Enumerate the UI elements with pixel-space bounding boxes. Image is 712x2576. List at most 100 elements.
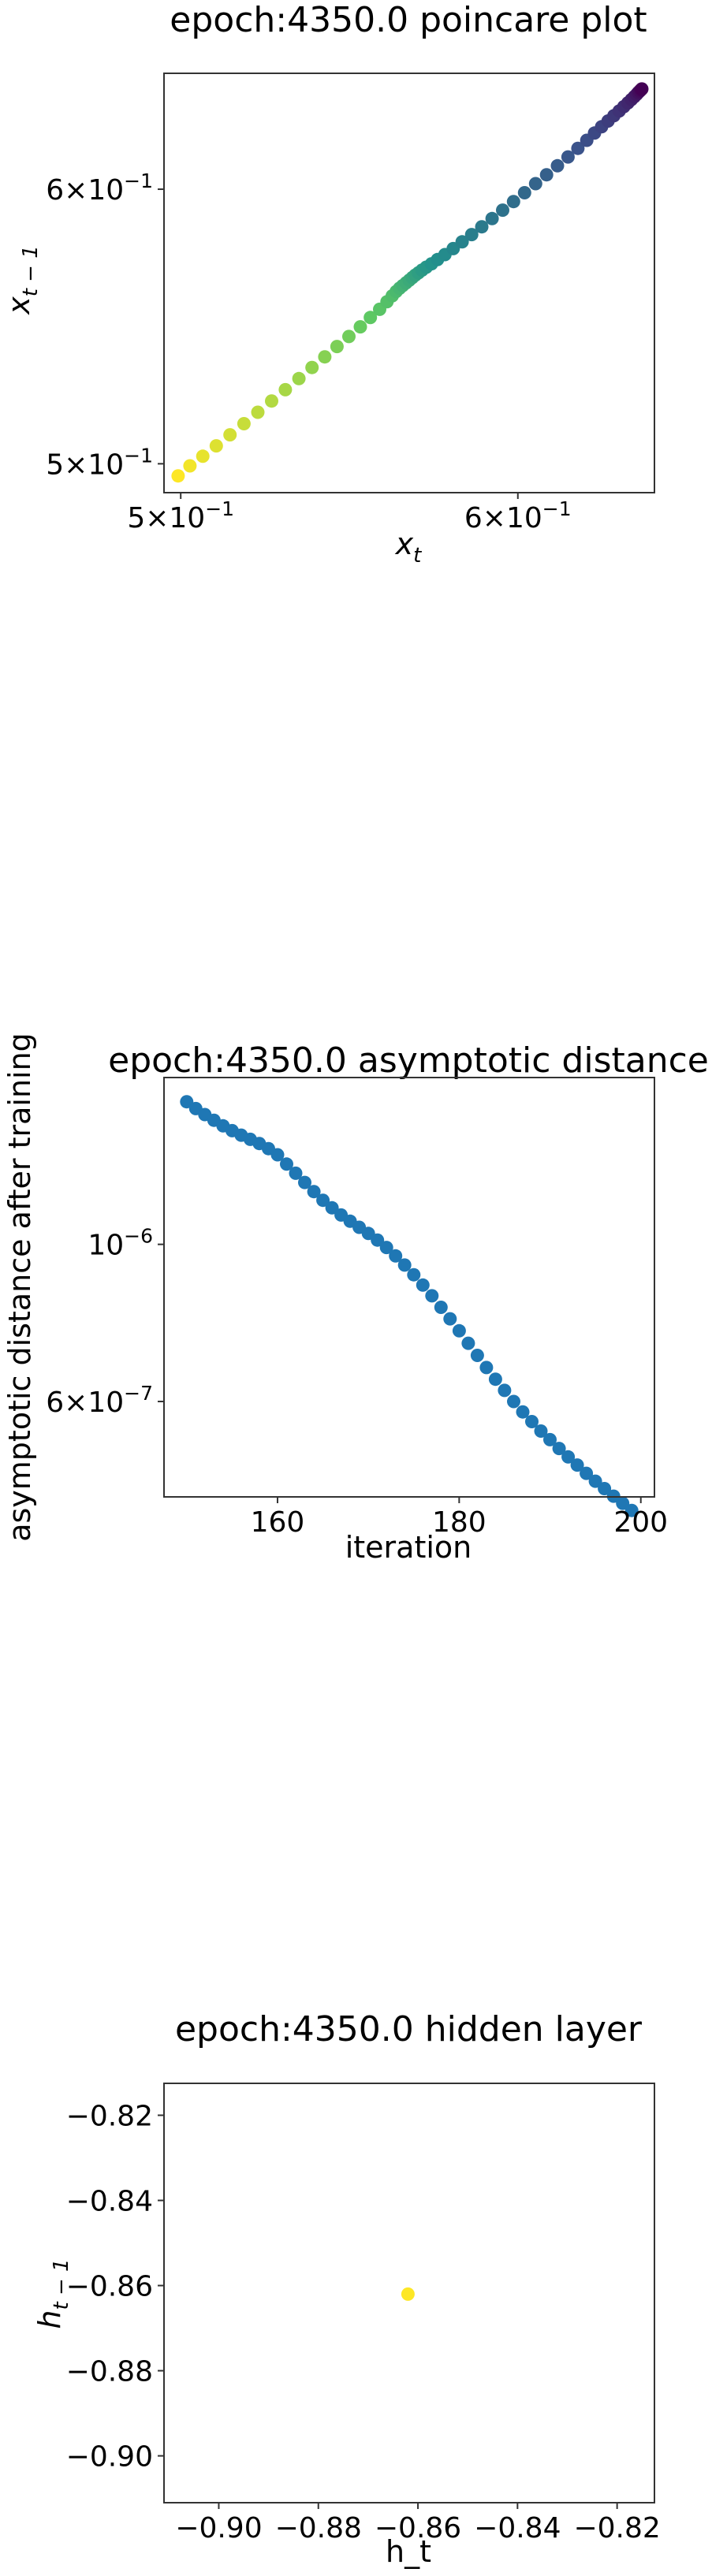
asymptotic-distance-x-tick-label: 180: [432, 1506, 486, 1539]
asymptotic-distance-point: [552, 1442, 566, 1456]
asymptotic-distance-point: [588, 1474, 602, 1488]
asymptotic-distance-point: [407, 1268, 421, 1282]
hidden-layer-title: epoch:4350.0 hidden layer: [175, 2009, 643, 2049]
hidden-layer-y-tick-label: −0.84: [66, 2186, 153, 2218]
asymptotic-distance-point: [434, 1301, 448, 1314]
hidden-layer-ticks: −0.90 −0.88 −0.86 −0.84 −0.82 −0.82 −0.84 −0.86…: [66, 2101, 661, 2544]
hidden-layer-panel: epoch:4350.0 hidden layer −0.90 −0.88 −0.8…: [32, 2009, 661, 2569]
poincare-plot-point: [485, 211, 499, 225]
asymptotic-distance-point: [416, 1278, 430, 1292]
poincare-plot-point: [265, 394, 278, 408]
asymptotic-distance-point: [280, 1157, 293, 1171]
poincare-plot-point: [464, 228, 479, 242]
poincare-plot-point: [506, 195, 520, 209]
poincare-plot-point: [305, 360, 319, 374]
asymptotic-distance-point: [624, 1503, 639, 1517]
asymptotic-distance-point: [479, 1361, 494, 1375]
poincare-plot-ticks: 5×10−1 6×10−1 5×10−1 6×10−1: [46, 169, 571, 534]
poincare-plot-point: [517, 186, 531, 199]
asymptotic-distance-point: [534, 1424, 548, 1438]
asymptotic-distance-point: [316, 1193, 330, 1208]
asymptotic-distance-point: [498, 1383, 512, 1398]
asymptotic-distance-point: [425, 1289, 439, 1303]
asymptotic-distance-point: [443, 1312, 457, 1326]
asymptotic-distance-point: [525, 1415, 539, 1428]
asymptotic-distance-y-tick-label: 6×10−7: [46, 1382, 153, 1419]
asymptotic-distance-ticks: 160 180 200 10−6 6×10−7: [46, 1225, 668, 1539]
asymptotic-distance-point: [389, 1249, 403, 1263]
asymptotic-distance-point: [379, 1241, 393, 1255]
poincare-plot-point: [342, 329, 356, 344]
hidden-layer-y-tick-label: −0.90: [66, 2441, 153, 2474]
asymptotic-distance-point: [516, 1405, 530, 1419]
poincare-plot-point: [209, 439, 223, 453]
asymptotic-distance-point: [325, 1201, 339, 1215]
asymptotic-distance-point: [543, 1432, 557, 1446]
poincare-plot-point: [171, 469, 185, 483]
poincare-plot-point: [196, 449, 210, 463]
asymptotic-distance-y-tick-label: 10−6: [88, 1225, 153, 1262]
poincare-plot-points: [171, 82, 649, 483]
asymptotic-distance-title: epoch:4350.0 asymptotic distance: [108, 1040, 709, 1081]
asymptotic-distance-x-tick-label: 160: [251, 1506, 305, 1539]
asymptotic-distance-ylabel: asymptotic distance after training: [2, 1033, 37, 1542]
poincare-plot-point: [330, 340, 344, 354]
hidden-layer-y-tick-label: −0.82: [66, 2101, 153, 2133]
poincare-plot-point: [635, 82, 649, 96]
poincare-plot-xlabel: xt: [395, 527, 423, 568]
hidden-layer-ylabel: ht − 1: [32, 2258, 73, 2328]
poincare-plot-x-tick-label: 5×10−1: [127, 497, 234, 534]
hidden-layer-x-tick-label: −0.90: [175, 2512, 262, 2544]
poincare-plot-point: [278, 382, 293, 396]
asymptotic-distance-points: [180, 1095, 639, 1517]
asymptotic-distance-point: [452, 1323, 466, 1338]
asymptotic-distance-point: [298, 1175, 311, 1189]
poincare-plot-point: [571, 141, 585, 155]
poincare-plot-point: [475, 220, 489, 234]
asymptotic-distance-frame: [163, 1077, 655, 1498]
asymptotic-distance-point: [371, 1233, 385, 1247]
hidden-layer-x-tick-label: −0.86: [375, 2512, 461, 2544]
poincare-plot-panel: epoch:4350.0 poincare plot 5×10−1 6×10−1 5…: [2, 0, 655, 568]
hidden-layer-x-tick-label: −0.88: [275, 2512, 362, 2544]
asymptotic-distance-point: [461, 1336, 475, 1350]
hidden-layer-points: [401, 2287, 415, 2301]
poincare-plot-point: [561, 150, 575, 164]
poincare-plot-point: [455, 235, 469, 249]
asymptotic-distance-point: [180, 1095, 194, 1109]
asymptotic-distance-point: [598, 1482, 612, 1495]
hidden-layer-point: [401, 2287, 415, 2301]
asymptotic-distance-point: [307, 1185, 321, 1199]
hidden-layer-y-tick-label: −0.86: [66, 2271, 153, 2303]
poincare-plot-title: epoch:4350.0 poincare plot: [170, 0, 647, 40]
poincare-plot-point: [318, 350, 332, 364]
poincare-plot-point: [528, 177, 542, 191]
asymptotic-distance-x-tick-label: 200: [613, 1506, 668, 1539]
poincare-plot-point: [292, 371, 306, 385]
asymptotic-distance-panel: epoch:4350.0 asymptotic distance 160 180 2…: [2, 1033, 709, 1565]
poincare-plot-frame: [163, 73, 655, 493]
asymptotic-distance-point: [570, 1458, 584, 1472]
asymptotic-distance-point: [270, 1148, 285, 1162]
poincare-plot-x-tick-label: 6×10−1: [464, 497, 572, 534]
poincare-plot-point: [496, 203, 509, 218]
poincare-plot-point: [237, 417, 251, 430]
poincare-plot-point: [550, 158, 565, 173]
asymptotic-distance-point: [580, 1466, 594, 1480]
hidden-layer-frame: [163, 2083, 655, 2503]
asymptotic-distance-point: [397, 1258, 412, 1272]
asymptotic-distance-point: [561, 1450, 576, 1464]
hidden-layer-x-tick-label: −0.82: [573, 2512, 660, 2544]
poincare-plot-point: [223, 428, 237, 442]
asymptotic-distance-xlabel: iteration: [345, 1530, 472, 1565]
asymptotic-distance-point: [470, 1349, 484, 1362]
poincare-plot-point: [363, 311, 378, 325]
poincare-plot-y-tick-label: 5×10−1: [46, 444, 153, 481]
asymptotic-distance-point: [488, 1372, 502, 1387]
poincare-plot-point: [539, 168, 554, 182]
hidden-layer-x-tick-label: −0.84: [474, 2512, 561, 2544]
hidden-layer-xlabel: h_t: [386, 2534, 431, 2569]
poincare-plot-point: [251, 405, 265, 419]
poincare-plot-point: [183, 459, 197, 473]
